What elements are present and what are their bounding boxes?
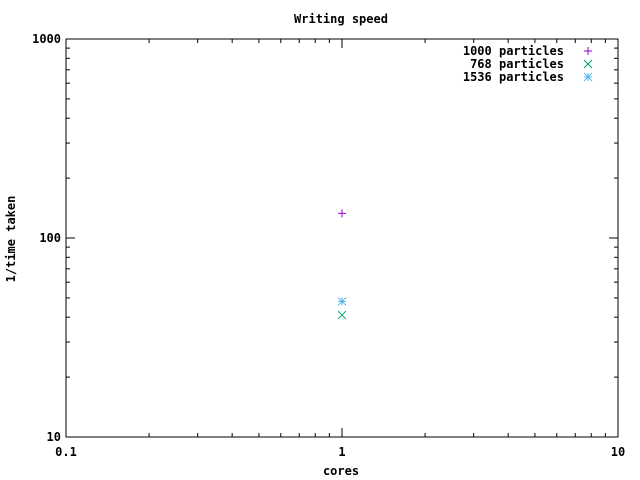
x-tick-label: 1 xyxy=(338,445,345,459)
legend-entry: 1000 particles xyxy=(463,44,592,58)
x-tick-label: 0.1 xyxy=(55,445,77,459)
marker-stroke xyxy=(337,297,347,306)
legend-marker xyxy=(583,72,593,82)
legend-label: 1000 particles xyxy=(463,44,564,58)
legend-label: 768 particles xyxy=(470,57,564,71)
data-point xyxy=(338,209,346,218)
legend-label: 1536 particles xyxy=(463,70,564,84)
plot-frame xyxy=(65,38,619,438)
legend-marker xyxy=(583,59,593,69)
y-tick-label: 1000 xyxy=(32,32,61,46)
data-point xyxy=(337,310,347,320)
data-point xyxy=(337,297,347,306)
marker-stroke xyxy=(337,310,347,320)
x-axis-label: cores xyxy=(323,464,359,478)
marker-stroke xyxy=(583,59,593,69)
y-tick-label: 10 xyxy=(47,430,61,444)
legend-entry: 1536 particles xyxy=(463,70,593,84)
marker-stroke xyxy=(583,72,593,82)
legend-marker xyxy=(584,47,592,55)
chart-title: Writing speed xyxy=(294,12,388,26)
x-tick-label: 10 xyxy=(611,445,625,459)
axis-ticks xyxy=(65,38,619,438)
y-axis-label: 1/time taken xyxy=(4,196,18,283)
data-points xyxy=(337,209,347,320)
y-tick-label: 100 xyxy=(39,231,61,245)
legend-entry: 768 particles xyxy=(470,57,593,71)
tick-labels: 0.1 1 10 10 100 1000 xyxy=(32,32,625,459)
